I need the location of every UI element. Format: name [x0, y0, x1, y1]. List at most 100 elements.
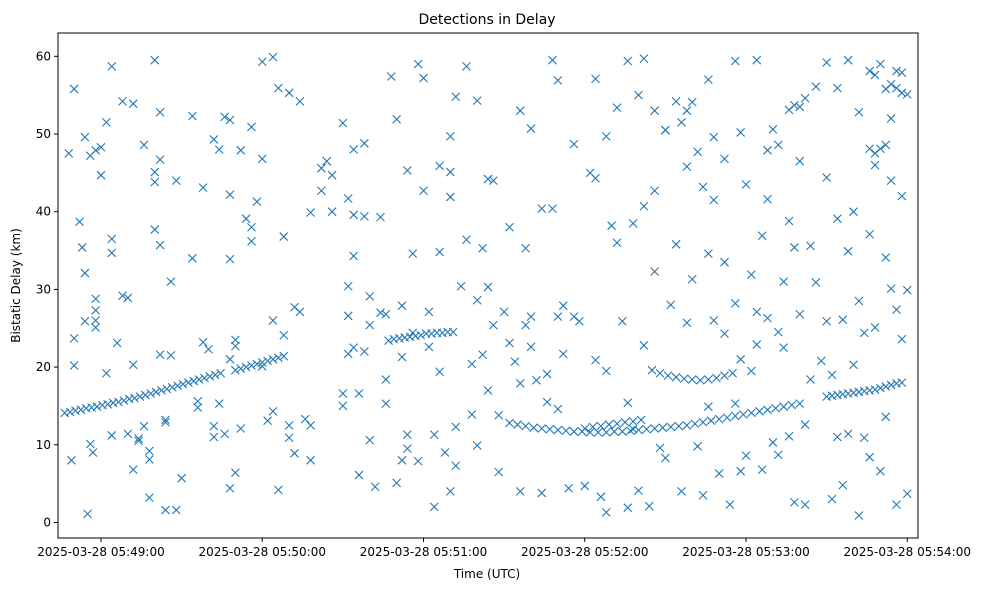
data-point-track: [601, 427, 611, 437]
data-point-clutter: [279, 232, 289, 241]
data-point-clutter: [144, 446, 154, 456]
data-point-clutter: [112, 338, 122, 348]
data-point-track: [666, 422, 676, 432]
data-point-clutter: [639, 340, 649, 350]
data-point-clutter: [91, 305, 101, 315]
data-point-clutter: [177, 473, 187, 483]
data-point-clutter: [75, 217, 84, 227]
data-point-track: [617, 427, 627, 436]
data-point-clutter: [720, 257, 729, 267]
data-point-clutter: [746, 366, 756, 376]
data-point-clutter: [548, 55, 557, 65]
data-point-track: [609, 427, 619, 436]
data-point-clutter: [698, 182, 708, 192]
data-point-track: [771, 403, 780, 413]
data-point-clutter: [69, 361, 79, 370]
data-point-clutter: [139, 421, 149, 431]
data-point-clutter: [768, 438, 778, 447]
data-point-track: [103, 399, 113, 409]
data-point-clutter: [96, 142, 106, 152]
data-point-clutter: [257, 57, 267, 67]
data-point-clutter: [703, 249, 713, 259]
data-point-clutter: [247, 122, 256, 132]
x-axis-label: Time (UTC): [453, 567, 520, 581]
data-point-clutter: [623, 56, 633, 66]
y-tick-label: 10: [36, 438, 51, 452]
data-point-clutter: [128, 465, 138, 475]
data-point-clutter: [601, 366, 611, 376]
data-point-track: [553, 425, 563, 435]
data-point-clutter: [881, 412, 891, 422]
data-point-clutter: [139, 140, 149, 150]
data-point-clutter: [209, 432, 219, 442]
data-point-clutter: [80, 316, 90, 326]
data-point-clutter: [784, 216, 794, 226]
data-point-clutter: [107, 431, 117, 440]
data-point-clutter: [483, 174, 493, 184]
data-point-clutter: [171, 505, 181, 515]
data-point-clutter: [236, 145, 246, 155]
data-point-clutter: [230, 341, 240, 351]
data-point-track: [236, 364, 246, 374]
data-point-clutter: [698, 490, 708, 500]
data-point-clutter: [306, 420, 316, 430]
marks-layer: [60, 52, 912, 520]
data-point-track: [200, 373, 209, 383]
data-point-clutter: [811, 82, 821, 91]
data-point-track: [755, 406, 764, 416]
y-tick-label: 40: [36, 205, 51, 219]
data-point-clutter: [789, 497, 799, 507]
data-point-clutter: [107, 248, 117, 258]
data-point-clutter: [445, 486, 455, 496]
data-point-clutter: [886, 114, 896, 123]
data-point-clutter: [720, 154, 729, 164]
y-tick-label: 0: [43, 515, 51, 529]
data-point-track: [529, 423, 539, 433]
y-axis: 0 10 20 30 40 50 60: [36, 49, 58, 529]
data-point-clutter: [338, 118, 348, 128]
x-tick-label: 2025-03-28 05:49:00: [37, 545, 164, 559]
data-point-track: [130, 393, 139, 403]
data-point-clutter: [134, 434, 144, 443]
data-point-clutter: [709, 316, 719, 325]
data-point-clutter: [209, 421, 219, 431]
data-point-clutter: [161, 505, 170, 515]
data-point-clutter: [123, 293, 133, 303]
data-point-track: [636, 415, 646, 425]
data-point-clutter: [359, 347, 369, 356]
data-point-track: [870, 385, 880, 394]
data-point-clutter: [273, 83, 283, 93]
data-point-clutter: [601, 507, 611, 517]
data-point-clutter: [773, 450, 783, 460]
data-point-clutter: [381, 375, 391, 384]
data-point-track: [642, 424, 651, 434]
data-point-clutter: [832, 432, 842, 442]
data-point-clutter: [531, 375, 541, 385]
data-point-clutter: [693, 441, 703, 451]
data-point-clutter: [542, 369, 552, 379]
data-point-clutter: [768, 124, 778, 134]
y-tick-label: 30: [36, 282, 51, 296]
data-point-clutter: [445, 167, 455, 177]
data-point-clutter: [225, 254, 235, 264]
data-point-track: [230, 365, 240, 375]
data-point-clutter: [230, 468, 240, 478]
data-point-clutter: [515, 106, 525, 116]
data-point-clutter: [693, 147, 703, 157]
data-point-clutter: [376, 308, 385, 318]
data-point-clutter: [505, 338, 514, 348]
data-point-clutter: [886, 284, 896, 293]
data-point-clutter: [451, 461, 461, 471]
data-point-clutter: [204, 344, 213, 354]
data-point-clutter: [897, 334, 907, 344]
data-point-clutter: [306, 455, 316, 465]
data-point-clutter: [865, 229, 875, 239]
data-point-track: [682, 420, 692, 430]
data-point-clutter: [365, 435, 375, 445]
data-point-track: [268, 354, 278, 364]
data-point-clutter: [225, 483, 235, 493]
data-point-clutter: [591, 74, 600, 84]
data-point-track: [279, 351, 289, 361]
data-point-clutter: [746, 270, 756, 280]
